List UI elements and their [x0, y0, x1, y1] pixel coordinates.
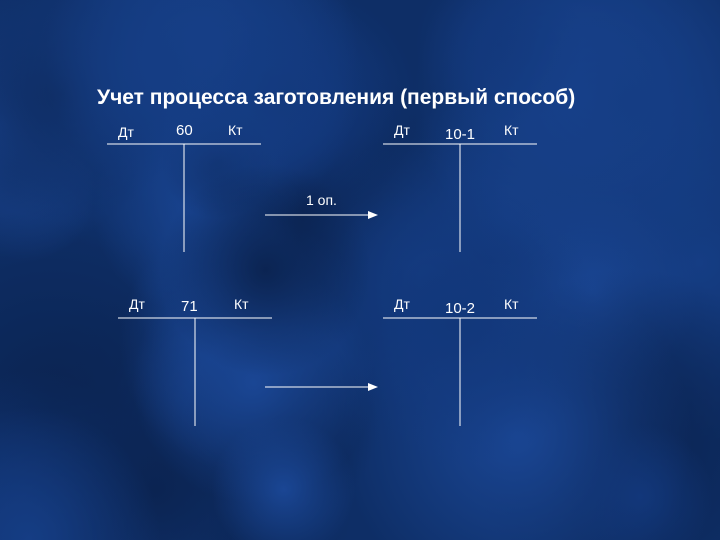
acct-10-1-account-label: 10-1: [445, 126, 475, 143]
acct-71-kt-label: Кт: [234, 296, 249, 312]
diagram-lines: [0, 0, 720, 540]
acct-60-dt-label: Дт: [118, 124, 134, 140]
acct-10-1-dt-label: Дт: [394, 122, 410, 138]
acct-10-2-dt-label: Дт: [394, 296, 410, 312]
arrow-1-label: 1 оп.: [306, 192, 337, 208]
acct-71-account-label: 71: [181, 298, 198, 315]
slide-root: Учет процесса заготовления (первый спосо…: [0, 0, 720, 540]
acct-60-account-label: 60: [176, 122, 193, 139]
acct-71-dt-label: Дт: [129, 296, 145, 312]
acct-10-1-kt-label: Кт: [504, 122, 519, 138]
slide-title: Учет процесса заготовления (первый спосо…: [97, 86, 575, 110]
acct-60-kt-label: Кт: [228, 122, 243, 138]
acct-10-2-account-label: 10-2: [445, 300, 475, 317]
acct-10-2-kt-label: Кт: [504, 296, 519, 312]
